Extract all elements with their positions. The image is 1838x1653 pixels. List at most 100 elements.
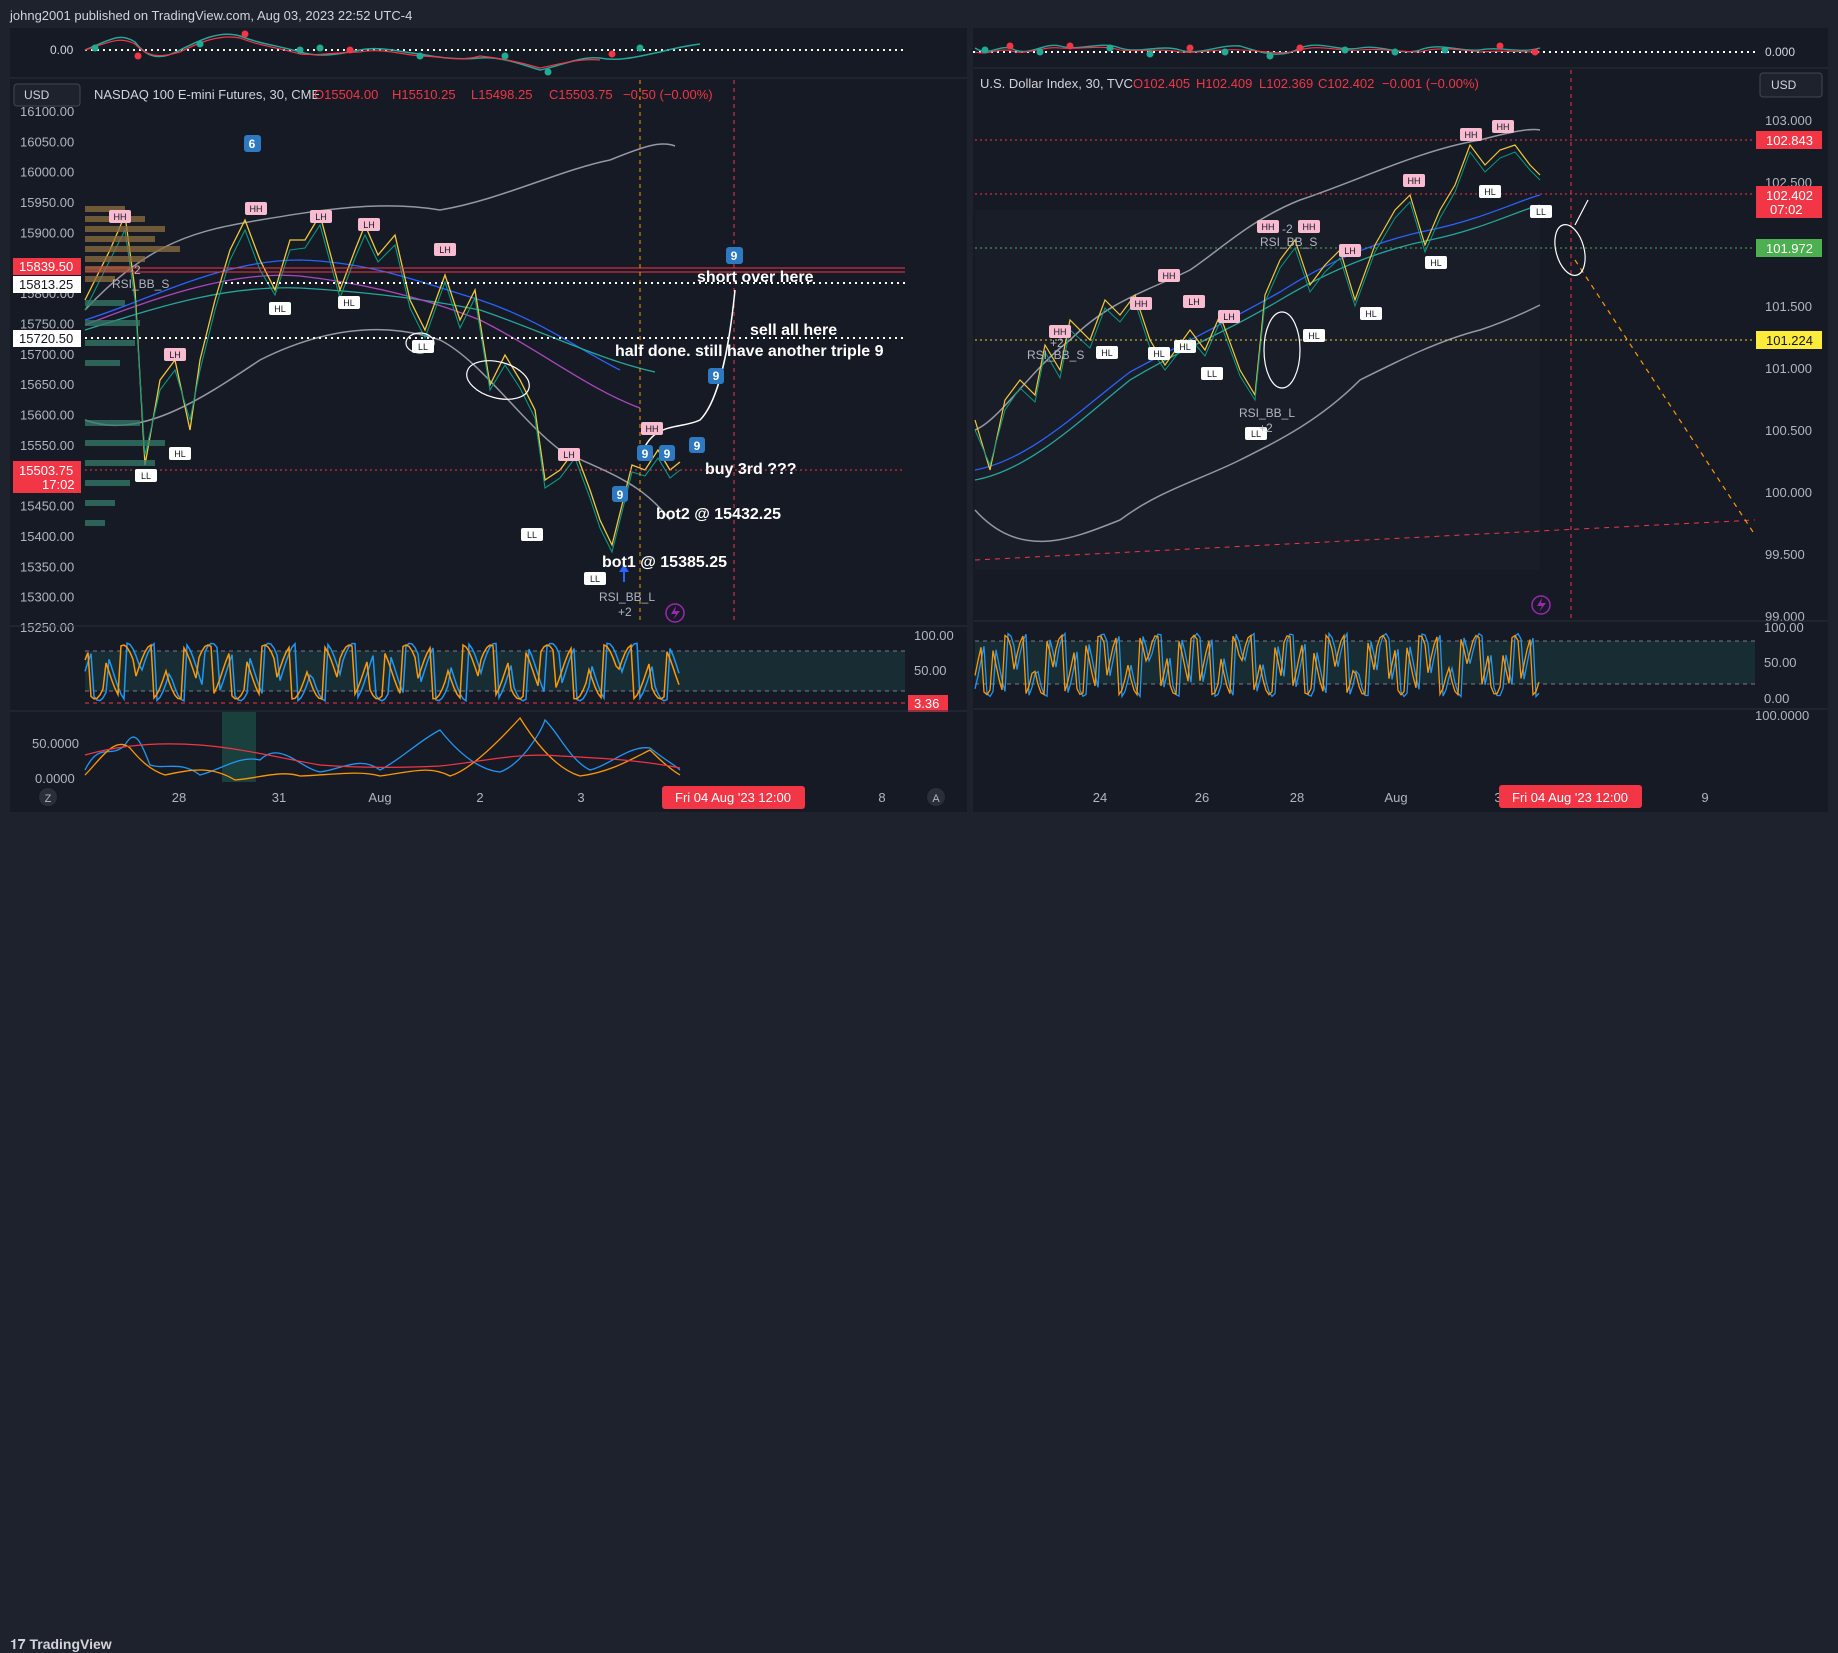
dxy-badge-countdown: 07:02 <box>1770 202 1803 217</box>
left-price-tick: 15450.00 <box>20 499 74 514</box>
left-ohlc-close: C15503.75 <box>549 87 613 102</box>
dxy-stoch-tick: 50.00 <box>1764 655 1797 670</box>
left-pivot: LL <box>141 471 151 481</box>
dxy-note-rsi-bb-s-2: RSI_BB_S <box>1027 348 1084 362</box>
left-price-tick: 15700.00 <box>20 347 74 362</box>
right-osc-zero-label: 0.000 <box>1765 45 1795 59</box>
right-main-chart <box>974 70 1756 620</box>
header-bar: johng2001 published on TradingView.com, … <box>0 0 1838 28</box>
stoch-value: 3.36 <box>914 696 939 711</box>
dxy-badge-102843: 102.843 <box>1766 133 1813 148</box>
nine-marker: 9 <box>617 488 624 502</box>
right-price-tick: 101.000 <box>1765 361 1812 376</box>
publisher-text: johng2001 published on TradingView.com, … <box>10 8 413 23</box>
right-pivot: HL <box>1179 342 1191 352</box>
time-tick: 3 <box>577 790 584 805</box>
left-price-tick: 15650.00 <box>20 377 74 392</box>
left-price-tick: 15300.00 <box>20 590 74 605</box>
right-pivot: LL <box>1536 207 1546 217</box>
corner-a-button[interactable]: A <box>932 793 940 805</box>
dxy-badge-101224: 101.224 <box>1766 333 1813 348</box>
right-pivot: HH <box>1135 299 1148 309</box>
stoch-tick-100: 100.00 <box>914 628 954 643</box>
tradingview-logo[interactable]: 𝟏𝟕 TradingView <box>10 1636 112 1653</box>
note-bot2: bot2 @ 15432.25 <box>656 506 781 523</box>
badge-current-price: 15503.75 <box>19 463 73 478</box>
left-time-axis[interactable]: 28 31 Aug 2 3 8 Fri 04 Aug '23 12:00 Z A <box>39 786 945 809</box>
left-pivot: HL <box>274 304 286 314</box>
note-half-done: half done. still have another triple 9 <box>615 343 884 360</box>
right-price-tick: 99.500 <box>1765 547 1805 562</box>
right-pivot: LH <box>1188 297 1200 307</box>
left-legend: USD NASDAQ 100 E-mini Futures, 30, CME O… <box>13 83 713 107</box>
stoch-tick-50: 50.00 <box>914 663 947 678</box>
nine-marker: 9 <box>664 447 671 461</box>
note-plus2: +2 <box>618 605 632 619</box>
dxy-badge-101972: 101.972 <box>1766 241 1813 256</box>
left-price-badges: 15839.50 15813.25 15720.50 15503.75 17:0… <box>13 258 81 493</box>
right-pivot: HL <box>1153 349 1165 359</box>
right-pivot: HH <box>1303 222 1316 232</box>
left-nine-markers: 9 9 9 9 9 9 6 <box>244 135 743 502</box>
left-price-tick: 16100.00 <box>20 104 74 119</box>
corner-z-button[interactable]: Z <box>45 793 52 805</box>
left-pivot: LH <box>315 212 327 222</box>
right-pivot-labels: HH HH HH HH LH LH LH HH HL HL HL LL HL H… <box>0 0 1552 440</box>
nine-marker: 9 <box>713 369 720 383</box>
chart-canvas[interactable]: 0.00 USD NASDAQ 100 E-mini Futures, 30, … <box>0 0 1838 848</box>
right-pivot: HL <box>1101 348 1113 358</box>
right-pivot: LH <box>0 0 6 2</box>
left-price-tick: 15350.00 <box>20 559 74 574</box>
right-ohlc-high: H102.409 <box>1196 76 1252 91</box>
right-ohlc-change: −0.001 (−0.00%) <box>1382 76 1479 91</box>
right-top-oscillator: 0.000 <box>973 42 1828 69</box>
right-stoch-pane: 100.00 50.00 0.00 100.0000 <box>973 620 1828 723</box>
right-ohlc-open: O102.405 <box>1133 76 1190 91</box>
note-rsi-bb-l: RSI_BB_L <box>599 590 655 604</box>
time-tick: 31 <box>272 790 286 805</box>
left-pivot: HH <box>250 204 263 214</box>
dxy-time-tick: 3 <box>1494 790 1501 805</box>
right-price-tick: 100.500 <box>1765 423 1812 438</box>
right-pivot: HH <box>1408 176 1421 186</box>
right-pivot: LL <box>1207 369 1217 379</box>
dxy-stoch-tick: 0.00 <box>1764 691 1789 706</box>
badge-15720: 15720.50 <box>19 331 73 346</box>
badge-15839: 15839.50 <box>19 259 73 274</box>
left-pivot: LL <box>0 0 5 2</box>
note-buy-3rd: buy 3rd ??? <box>705 461 797 478</box>
left-price-tick: 15600.00 <box>20 408 74 423</box>
note-bot1: bot1 @ 15385.25 <box>602 554 727 571</box>
nine-marker: 9 <box>731 249 738 263</box>
left-currency-button[interactable]: USD <box>24 88 50 102</box>
lightning-icon[interactable] <box>665 603 685 623</box>
left-ohlc-high: H15510.25 <box>392 87 456 102</box>
right-legend: U.S. Dollar Index, 30, TVC O102.405 H102… <box>980 72 1823 98</box>
left-pivot: LH <box>169 350 181 360</box>
right-pivot: HH <box>1497 122 1510 132</box>
bottom-tick-50: 50.0000 <box>32 736 79 751</box>
left-pivot: HH <box>114 212 127 222</box>
left-pivot: HL <box>343 298 355 308</box>
left-top-oscillator: 0.00 <box>10 30 967 79</box>
right-price-tick: 99.000 <box>1765 609 1805 624</box>
left-pivot: HH <box>646 424 659 434</box>
note-minus2: -2 <box>130 263 141 277</box>
left-pivot: LL <box>590 574 600 584</box>
right-pivot: HH <box>1465 130 1478 140</box>
left-ohlc-low: L15498.25 <box>471 87 532 102</box>
nine-marker: 9 <box>642 447 649 461</box>
dxy-time-tick: 9 <box>1701 790 1708 805</box>
lightning-icon[interactable] <box>1531 595 1551 615</box>
right-currency-button[interactable]: USD <box>1771 78 1797 92</box>
time-tick: 2 <box>476 790 483 805</box>
left-price-tick: 15550.00 <box>20 438 74 453</box>
dxy-note-plus2: +2 <box>1050 336 1064 350</box>
left-pivot: LL <box>418 342 428 352</box>
nine-marker: 9 <box>694 439 701 453</box>
left-ohlc-open: O15504.00 <box>314 87 378 102</box>
left-price-axis[interactable]: 16100.00 16050.00 16000.00 15950.00 15900.00… <box>20 104 74 635</box>
right-time-axis[interactable]: 24 26 28 Aug 3 9 Fri 04 Aug '23 12:00 <box>1093 785 1709 808</box>
footer-bar: 𝟏𝟕 TradingView <box>0 812 1838 1652</box>
note-short-over-here: short over here <box>697 269 814 286</box>
